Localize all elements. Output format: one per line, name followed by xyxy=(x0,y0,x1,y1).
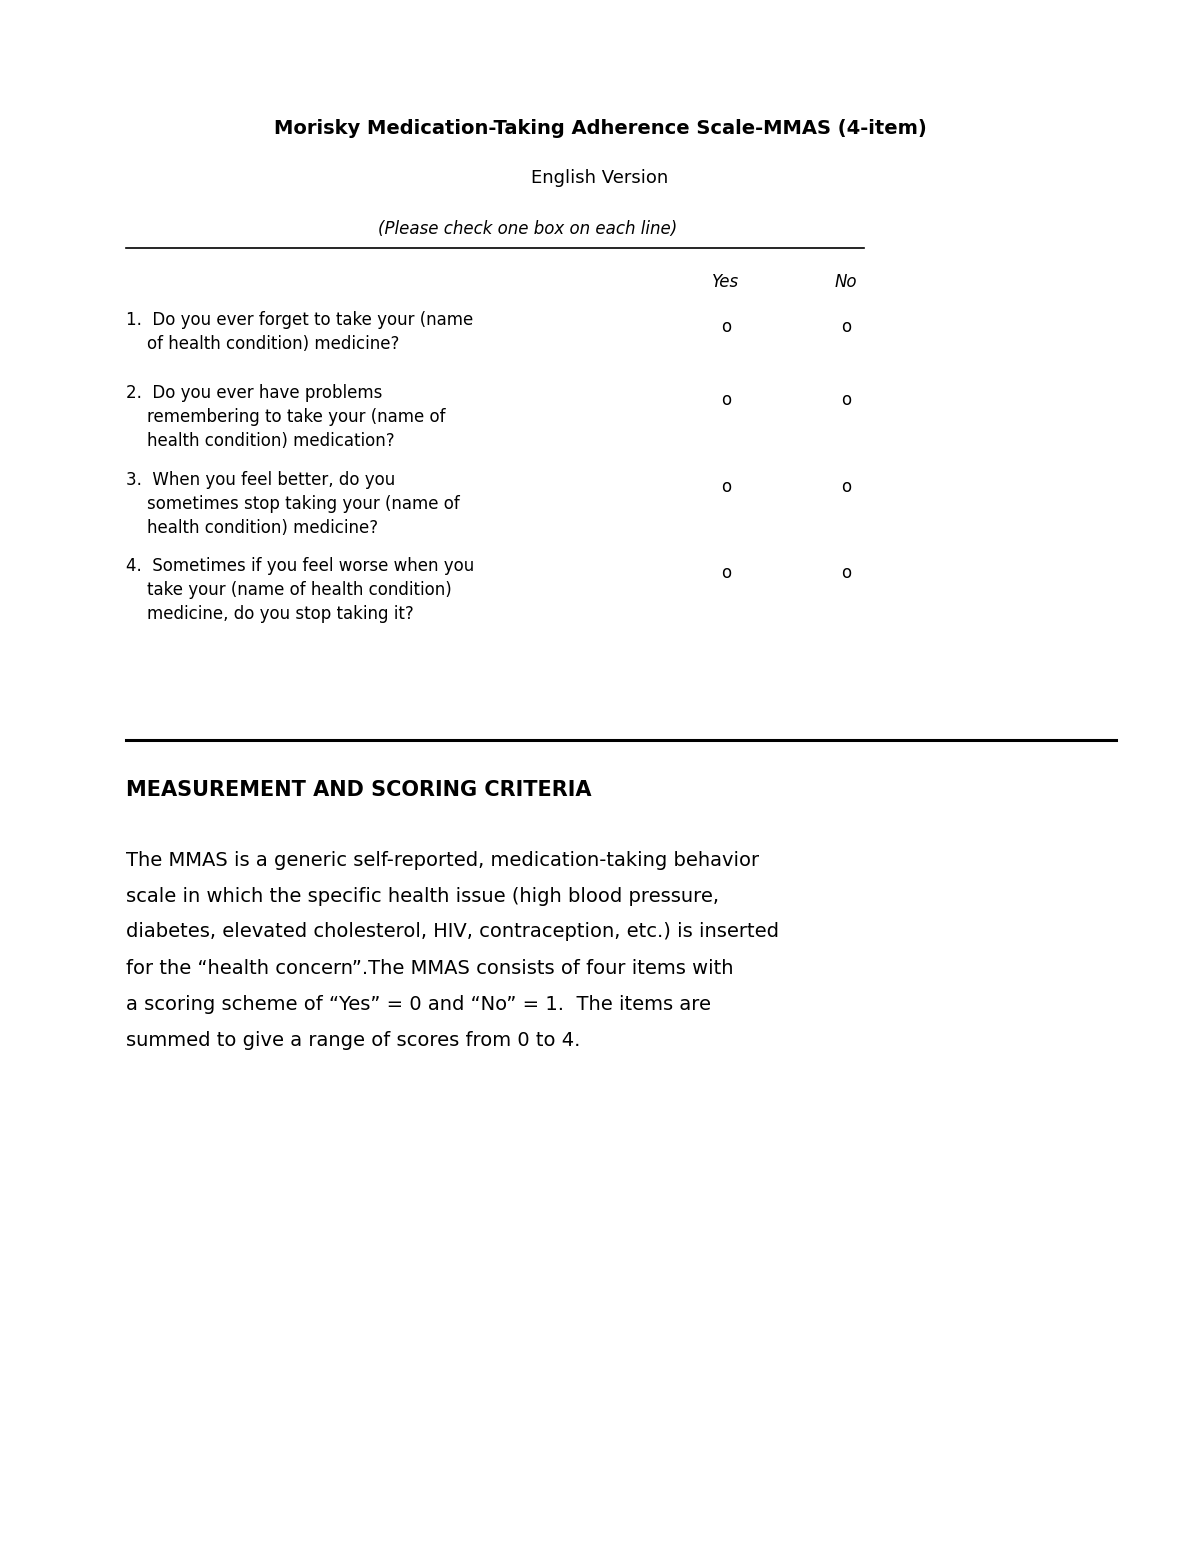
Text: 3.  When you feel better, do you: 3. When you feel better, do you xyxy=(126,471,395,489)
Text: Yes: Yes xyxy=(713,273,739,290)
Text: scale in which the specific health issue (high blood pressure,: scale in which the specific health issue… xyxy=(126,887,719,905)
Text: Morisky Medication-Taking Adherence Scale-MMAS (4-item): Morisky Medication-Taking Adherence Scal… xyxy=(274,118,926,138)
Text: health condition) medicine?: health condition) medicine? xyxy=(126,519,378,537)
Text: No: No xyxy=(835,273,857,290)
Text: sometimes stop taking your (name of: sometimes stop taking your (name of xyxy=(126,495,460,512)
Text: o: o xyxy=(841,564,851,582)
Text: MEASUREMENT AND SCORING CRITERIA: MEASUREMENT AND SCORING CRITERIA xyxy=(126,780,592,800)
Text: English Version: English Version xyxy=(532,169,668,186)
Text: o: o xyxy=(841,318,851,335)
Text: of health condition) medicine?: of health condition) medicine? xyxy=(126,335,400,353)
Text: o: o xyxy=(721,318,731,335)
Text: 2.  Do you ever have problems: 2. Do you ever have problems xyxy=(126,384,383,402)
Text: diabetes, elevated cholesterol, HIV, contraception, etc.) is inserted: diabetes, elevated cholesterol, HIV, con… xyxy=(126,922,779,941)
Text: remembering to take your (name of: remembering to take your (name of xyxy=(126,408,445,426)
Text: o: o xyxy=(721,391,731,408)
Text: for the “health concern”.The MMAS consists of four items with: for the “health concern”.The MMAS consis… xyxy=(126,958,733,977)
Text: o: o xyxy=(721,564,731,582)
Text: 1.  Do you ever forget to take your (name: 1. Do you ever forget to take your (name xyxy=(126,311,473,329)
Text: The MMAS is a generic self-reported, medication-taking behavior: The MMAS is a generic self-reported, med… xyxy=(126,851,760,870)
Text: health condition) medication?: health condition) medication? xyxy=(126,432,395,450)
Text: summed to give a range of scores from 0 to 4.: summed to give a range of scores from 0 … xyxy=(126,1031,581,1050)
Text: o: o xyxy=(841,478,851,497)
Text: (Please check one box on each line): (Please check one box on each line) xyxy=(378,221,678,238)
Text: medicine, do you stop taking it?: medicine, do you stop taking it? xyxy=(126,606,414,623)
Text: o: o xyxy=(841,391,851,408)
Text: take your (name of health condition): take your (name of health condition) xyxy=(126,581,451,599)
Text: 4.  Sometimes if you feel worse when you: 4. Sometimes if you feel worse when you xyxy=(126,558,474,575)
Text: o: o xyxy=(721,478,731,497)
Text: a scoring scheme of “Yes” = 0 and “No” = 1.  The items are: a scoring scheme of “Yes” = 0 and “No” =… xyxy=(126,994,710,1014)
